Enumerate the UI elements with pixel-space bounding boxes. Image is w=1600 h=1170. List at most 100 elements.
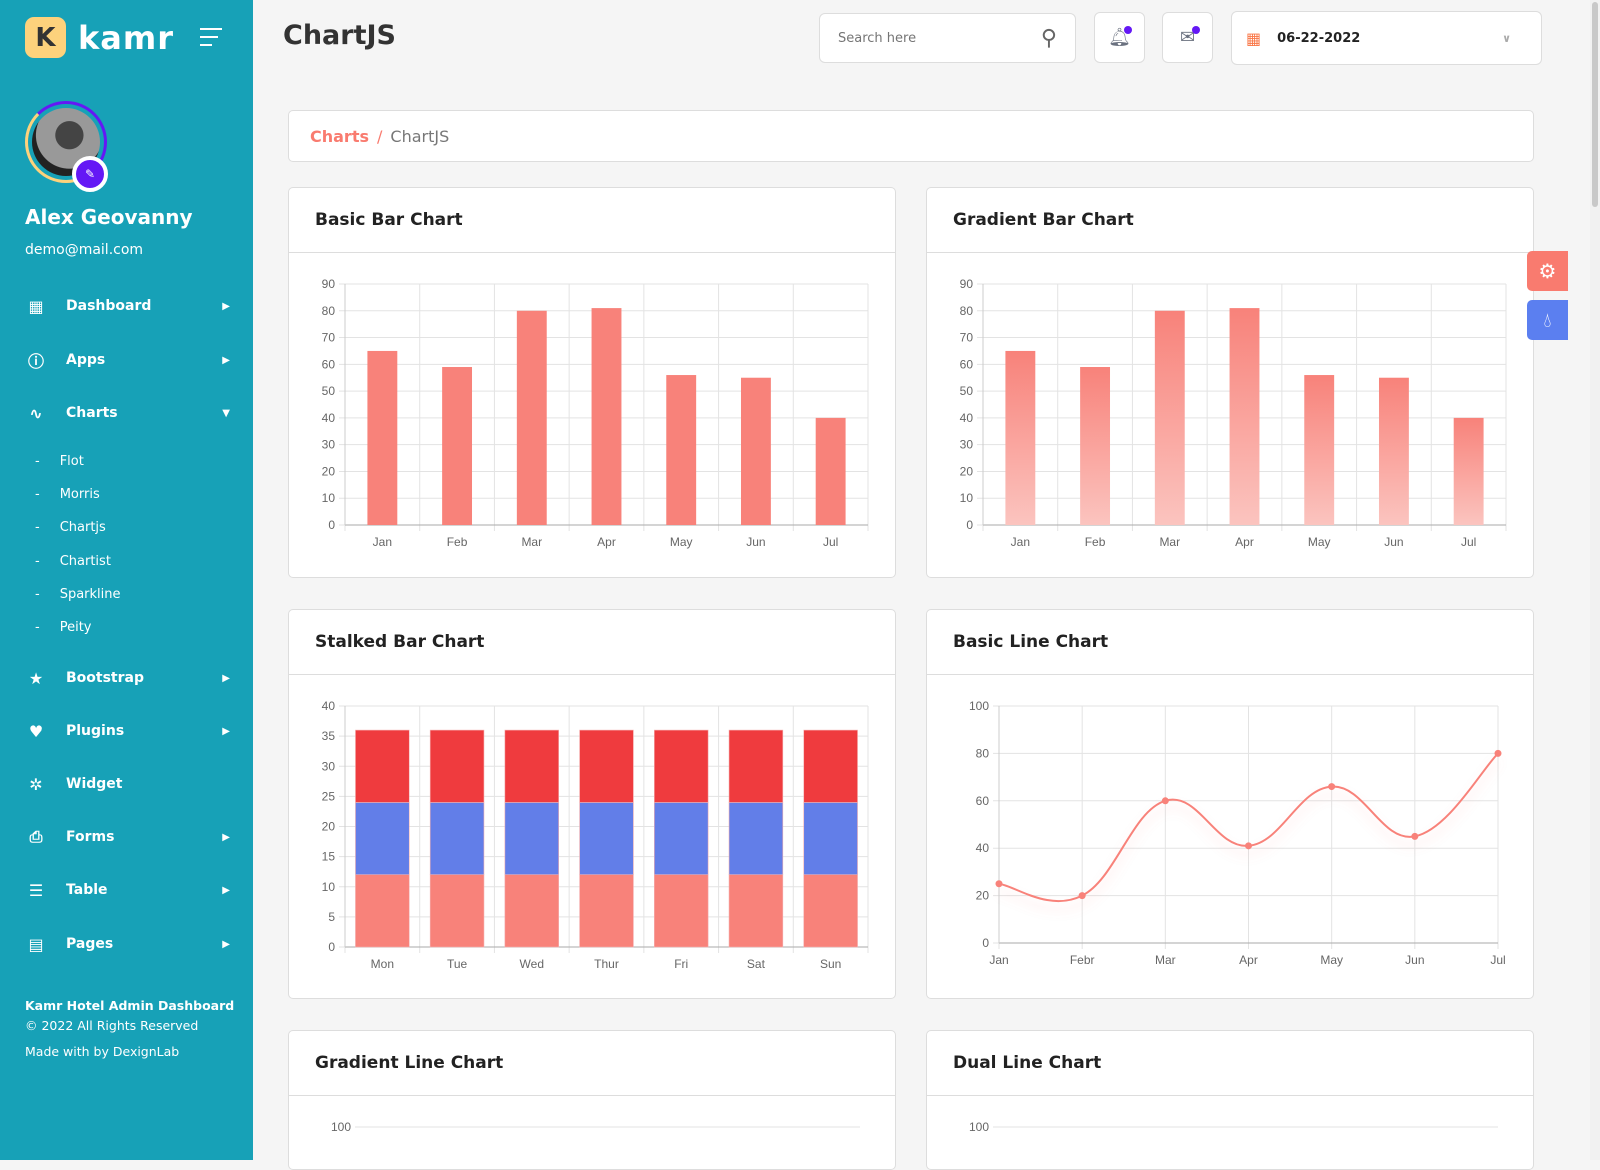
bar-segment[interactable] [654, 874, 709, 948]
data-point[interactable] [995, 880, 1003, 888]
sidebar-item-plugins[interactable]: ♥ Plugins ▶ [25, 719, 230, 743]
x-tick-label: Fri [674, 957, 688, 971]
data-point[interactable] [1161, 797, 1169, 805]
bar-segment[interactable] [728, 729, 784, 803]
y-tick-label: 30 [322, 759, 336, 773]
sidebar-item-apps[interactable]: ⓘ Apps ▶ [25, 348, 230, 372]
messages-button[interactable]: ✉ [1162, 12, 1213, 63]
logo[interactable]: K kamr [25, 17, 174, 58]
sidebar-item-label: Dashboard [66, 298, 152, 314]
submenu-item-chartist[interactable]: - Chartist [35, 553, 111, 569]
submenu-item-chartjs[interactable]: - Chartjs [35, 520, 106, 536]
y-tick-label: 0 [328, 518, 335, 532]
x-tick-label: Thur [594, 957, 619, 971]
y-tick-label: 40 [976, 841, 990, 855]
calendar-icon: ▦ [1246, 28, 1262, 48]
sidebar-item-widget[interactable]: ✲ Widget [25, 772, 230, 796]
submenu-item-peity[interactable]: - Peity [35, 620, 92, 635]
bar-segment[interactable] [579, 729, 634, 803]
data-point[interactable] [1411, 832, 1419, 840]
sidebar-item-pages[interactable]: ▤ Pages ▶ [25, 932, 230, 956]
data-point[interactable] [1245, 842, 1252, 850]
bar-segment[interactable] [728, 802, 784, 876]
bar[interactable] [1304, 375, 1335, 525]
bar-segment[interactable] [355, 729, 410, 803]
y-tick-label: 100 [969, 1120, 989, 1134]
bar-segment[interactable] [803, 729, 858, 803]
sidebar-item-label: Pages [66, 936, 114, 952]
bar[interactable] [1378, 377, 1409, 525]
bar[interactable] [666, 375, 697, 525]
y-tick-label: 100 [969, 699, 989, 713]
submenu-label: Flot [59, 454, 84, 469]
date-picker[interactable]: ▦ 06-22-2022 ∨ [1231, 11, 1542, 65]
notification-button[interactable]: 🔔︎ [1094, 12, 1145, 63]
y-tick-label: 10 [322, 491, 336, 505]
footer-title: Kamr Hotel Admin Dashboard [25, 998, 235, 1013]
bar-segment[interactable] [429, 802, 485, 876]
y-tick-label: 40 [322, 411, 336, 425]
bar[interactable] [591, 308, 622, 525]
bar-segment[interactable] [579, 874, 634, 948]
caret-icon: ▶ [222, 300, 230, 312]
search-input[interactable] [838, 30, 1041, 46]
data-point[interactable] [1078, 892, 1086, 900]
bar-segment[interactable] [728, 874, 784, 948]
submenu-item-sparkline[interactable]: - Sparkline [35, 586, 121, 602]
bar-segment[interactable] [654, 802, 709, 876]
x-tick-label: Jan [1011, 535, 1030, 549]
submenu-label: Peity [59, 620, 92, 635]
x-tick-label: Jun [746, 535, 765, 549]
bar[interactable] [1453, 417, 1484, 525]
chart-card: Basic Bar Chart 0 10 20 30 40 50 60 70 80 90 Jan Feb… [288, 187, 896, 578]
bar[interactable] [1080, 367, 1111, 525]
bar-segment[interactable] [355, 874, 410, 948]
edit-pencil-icon[interactable]: ✎ [72, 156, 108, 192]
search-box: ⚲ [819, 13, 1076, 63]
bar[interactable] [367, 350, 398, 525]
sidebar-item-charts[interactable]: ∿ Charts ▼ [25, 401, 230, 425]
menu-toggle-icon[interactable] [200, 28, 222, 52]
settings-gear-icon[interactable]: ⚙ [1527, 251, 1568, 291]
x-tick-label: Tue [447, 957, 468, 971]
sidebar-item-label: Widget [66, 776, 123, 792]
theme-drop-icon[interactable]: 💧︎ [1527, 300, 1568, 340]
bar[interactable] [1154, 310, 1185, 525]
bar-segment[interactable] [504, 874, 559, 948]
bar[interactable] [1229, 308, 1260, 525]
breadcrumb-charts[interactable]: Charts [310, 126, 369, 146]
apps-icon: ⓘ [27, 352, 44, 371]
y-tick-label: 0 [982, 936, 989, 950]
sidebar-item-bootstrap[interactable]: ★ Bootstrap ▶ [25, 666, 230, 690]
data-point[interactable] [1328, 783, 1336, 791]
bar[interactable] [516, 310, 547, 525]
chart-card: Basic Line Chart 0 20 40 60 80 100 Jan Febr Mar Ap… [926, 609, 1534, 999]
bar-segment[interactable] [429, 729, 485, 803]
bar[interactable] [815, 417, 846, 525]
submenu-item-flot[interactable]: - Flot [35, 454, 84, 469]
bar-segment[interactable] [429, 874, 485, 948]
bar-segment[interactable] [579, 802, 634, 876]
data-point[interactable] [1494, 749, 1502, 757]
bar-segment[interactable] [355, 802, 410, 876]
bar-segment[interactable] [654, 729, 709, 803]
y-tick-label: 20 [976, 889, 990, 903]
bar[interactable] [442, 367, 473, 525]
sidebar-item-dashboard[interactable]: ▦ Dashboard ▶ [25, 294, 230, 318]
bar[interactable] [1005, 350, 1036, 525]
scrollbar[interactable] [1590, 0, 1600, 1160]
sidebar-item-forms[interactable]: ⎙ Forms ▶ [25, 825, 230, 849]
y-tick-label: 20 [960, 464, 974, 478]
search-icon[interactable]: ⚲ [1040, 25, 1057, 51]
y-tick-label: 90 [322, 277, 336, 291]
widget-icon: ✲ [29, 774, 43, 794]
bar-segment[interactable] [504, 802, 559, 876]
bar-segment[interactable] [803, 874, 858, 948]
bar-segment[interactable] [504, 729, 559, 803]
sidebar-item-table[interactable]: ☰ Table ▶ [25, 878, 230, 902]
sidebar-item-label: Forms [66, 829, 115, 845]
bar[interactable] [740, 377, 771, 525]
x-tick-label: Jul [1490, 953, 1505, 967]
submenu-item-morris[interactable]: - Morris [35, 487, 100, 503]
bar-segment[interactable] [803, 802, 858, 876]
